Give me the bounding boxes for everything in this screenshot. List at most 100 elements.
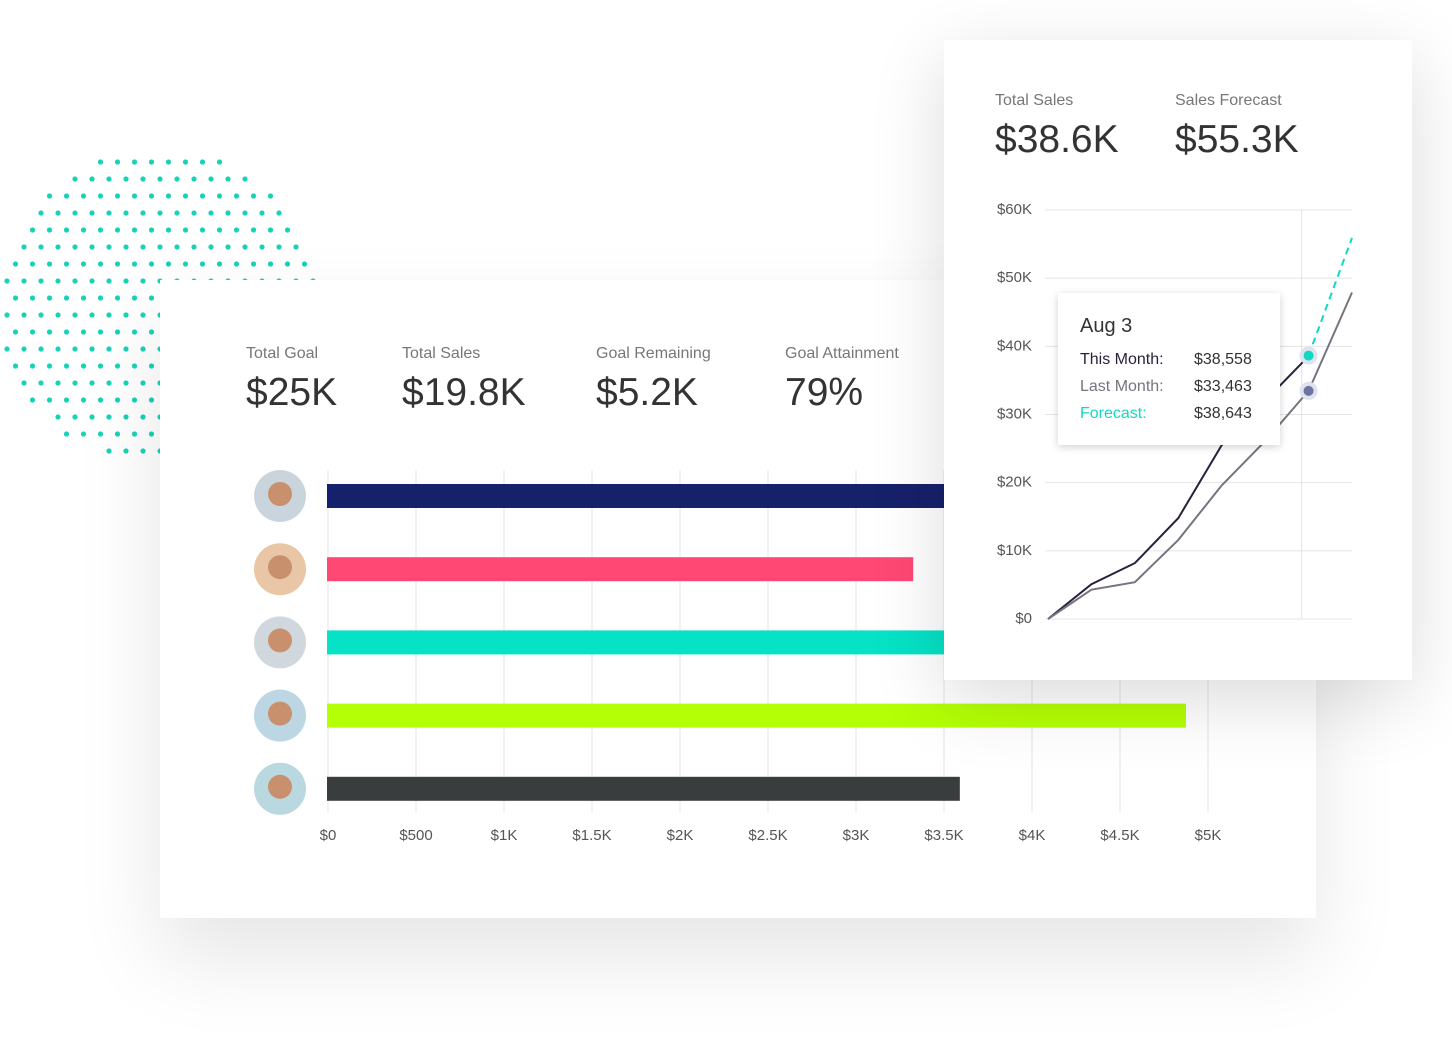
dot xyxy=(114,363,121,369)
dot xyxy=(148,261,155,267)
dot xyxy=(63,431,70,437)
dot xyxy=(114,159,121,165)
dot xyxy=(89,346,95,352)
dot xyxy=(89,414,95,420)
dot xyxy=(106,346,112,352)
stat-label: Sales Forecast xyxy=(1175,92,1282,109)
dot xyxy=(174,176,180,182)
dot xyxy=(29,329,36,335)
dot xyxy=(89,210,95,216)
dot xyxy=(301,261,308,267)
dot xyxy=(216,227,223,233)
dot xyxy=(114,295,121,301)
dot xyxy=(259,210,265,216)
dot xyxy=(250,261,257,267)
dot xyxy=(21,244,27,250)
avatar-face xyxy=(268,482,292,506)
dot xyxy=(63,329,70,335)
y-tick-label: $0 xyxy=(1015,610,1032,627)
dot xyxy=(38,380,44,386)
dot xyxy=(242,210,248,216)
dot xyxy=(106,312,112,318)
dot xyxy=(12,295,19,301)
dot xyxy=(114,261,121,267)
dot xyxy=(165,159,172,165)
x-tick-label: $2K xyxy=(667,827,694,844)
x-tick-label: $4K xyxy=(1019,827,1046,844)
dot xyxy=(148,329,155,335)
dot xyxy=(46,397,53,403)
dot xyxy=(38,312,44,318)
dot xyxy=(29,227,36,233)
dot xyxy=(148,295,155,301)
dot xyxy=(4,346,10,352)
dot xyxy=(46,261,53,267)
dot xyxy=(106,244,112,250)
dot xyxy=(89,278,95,284)
dot xyxy=(148,397,155,403)
dot xyxy=(46,329,53,335)
dot xyxy=(123,312,129,318)
dot xyxy=(284,261,291,267)
dot xyxy=(157,244,163,250)
dot xyxy=(89,176,95,182)
dot xyxy=(165,261,172,267)
dot xyxy=(267,227,274,233)
dot xyxy=(46,295,53,301)
x-tick-label: $4.5K xyxy=(1100,827,1139,844)
dot xyxy=(63,363,70,369)
dot xyxy=(12,329,19,335)
dot xyxy=(21,346,27,352)
dot xyxy=(97,431,104,437)
dot xyxy=(80,193,87,199)
dot xyxy=(148,159,155,165)
bar xyxy=(327,630,1032,655)
dot xyxy=(216,261,223,267)
dot xyxy=(12,363,19,369)
avatar-face xyxy=(268,701,292,726)
dot xyxy=(4,312,10,318)
dot xyxy=(182,159,189,165)
x-tick-label: $0 xyxy=(320,827,337,844)
dot xyxy=(216,193,223,199)
dot xyxy=(80,329,87,335)
y-tick-label: $60K xyxy=(997,201,1032,218)
dot xyxy=(199,193,206,199)
dot xyxy=(63,295,70,301)
dot xyxy=(293,244,299,250)
bar xyxy=(327,557,914,582)
bar xyxy=(327,776,960,801)
y-tick-label: $40K xyxy=(997,337,1032,354)
dot xyxy=(199,227,206,233)
dot xyxy=(140,278,146,284)
dot xyxy=(72,414,78,420)
dot xyxy=(182,261,189,267)
dot xyxy=(148,193,155,199)
dot xyxy=(267,193,274,199)
stat-label: Total Sales xyxy=(402,345,481,362)
dot xyxy=(276,244,282,250)
dot xyxy=(21,278,27,284)
dot xyxy=(140,312,146,318)
stat-label: Total Goal xyxy=(246,345,319,362)
stat-value: $5.2K xyxy=(596,371,698,414)
x-tick-label: $5K xyxy=(1195,827,1222,844)
dot xyxy=(140,414,146,420)
dot xyxy=(208,210,214,216)
avatar-face xyxy=(268,774,292,799)
dot xyxy=(131,329,138,335)
dot xyxy=(233,261,240,267)
dot xyxy=(131,159,138,165)
line xyxy=(1307,237,1353,356)
dot xyxy=(114,193,121,199)
tooltip-value: $38,558 xyxy=(1194,351,1252,368)
dot xyxy=(208,244,214,250)
dot xyxy=(225,210,231,216)
dot xyxy=(80,295,87,301)
dot xyxy=(106,278,112,284)
dot xyxy=(46,363,53,369)
dot xyxy=(106,448,112,454)
